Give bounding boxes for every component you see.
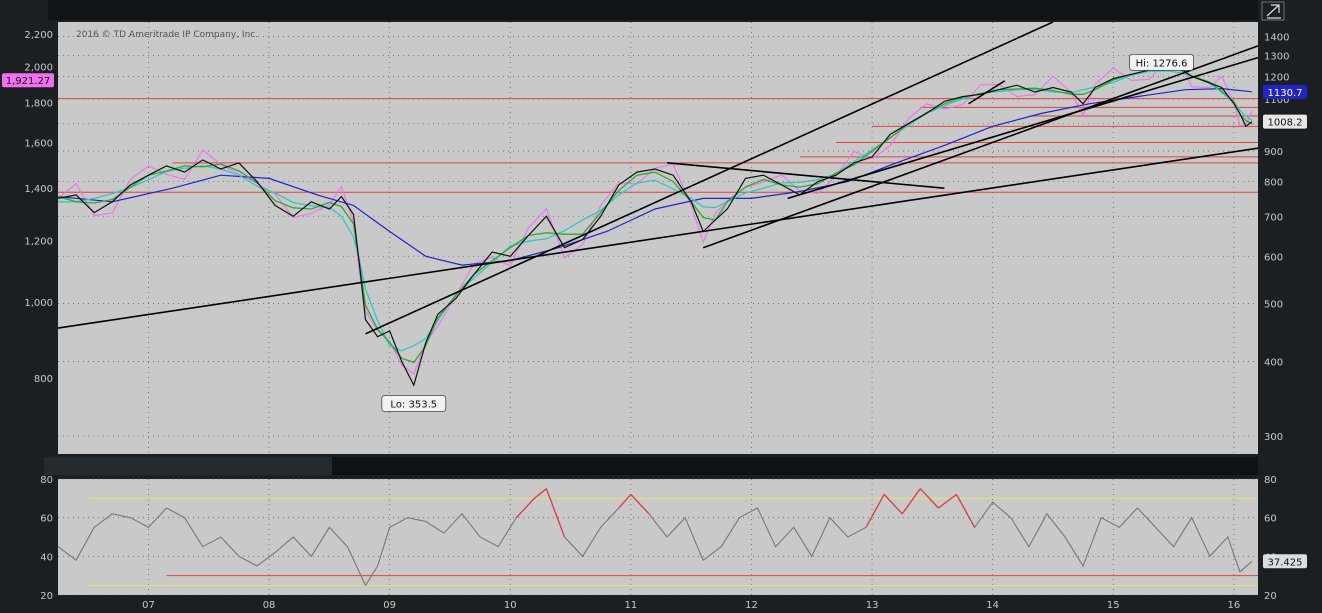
right-tick-1100: 1100 — [1264, 95, 1289, 106]
rsi-bands — [88, 497, 1258, 586]
rsi-overbought-segment-29 — [545, 488, 566, 538]
right-tick-600: 600 — [1264, 252, 1283, 263]
left-tick-1800: 1,800 — [24, 98, 53, 109]
price-grid — [58, 22, 1258, 454]
trend-line-4 — [666, 162, 945, 189]
rsi-line — [57, 487, 1253, 587]
left-tick-1400: 1,400 — [24, 184, 53, 195]
price-series-group — [57, 56, 1253, 387]
x-tick-16: 16 — [1228, 600, 1241, 611]
right-axis: 3004005006007008009001000110012001300140… — [1264, 32, 1289, 443]
ma-green-line — [57, 67, 1253, 364]
trend-line-1 — [365, 21, 1054, 335]
x-tick-15: 15 — [1107, 600, 1120, 611]
ma-cyan-line — [58, 70, 1253, 352]
price-badge-1: 1130.7 — [1268, 88, 1303, 99]
x-tick-10: 10 — [504, 600, 517, 611]
right-tick-400: 400 — [1264, 357, 1283, 368]
right-tick-1400: 1400 — [1264, 32, 1289, 43]
price-badge-0: 1,921.27 — [6, 76, 51, 87]
rsi-right-tick-20: 20 — [1264, 591, 1277, 602]
left-tick-2000: 2,000 — [24, 63, 53, 74]
left-axis: 800 1,000 1,200 1,400 1,600 1,800 2,000 2,200 — [24, 30, 53, 385]
rsi-right-tick-80: 80 — [1264, 475, 1277, 486]
rsi-overbought-segment-48 — [883, 494, 903, 515]
right-tick-500: 500 — [1264, 300, 1283, 311]
rsi-overbought-segment-27 — [515, 497, 535, 519]
price-badges: 1,921.27 1130.7 1008.2 — [2, 73, 1307, 129]
rsi-overbought-segment-50 — [919, 488, 939, 509]
comparison-series-line — [57, 56, 1253, 375]
badge-bg-2 — [1263, 114, 1307, 129]
left-tick-1600: 1,600 — [24, 138, 53, 149]
x-tick-09: 09 — [383, 600, 396, 611]
trend-line-0 — [57, 147, 1259, 329]
trend-line-3 — [787, 56, 1259, 200]
rsi-badge: 37.425 — [1268, 557, 1303, 568]
x-tick-12: 12 — [745, 600, 758, 611]
annotations: Hi: 1276.6 Lo: 353.5 — [381, 53, 1194, 412]
price-line — [57, 65, 1253, 387]
rsi-left-tick-40: 40 — [40, 552, 53, 563]
rsi-overbought-segment-33 — [618, 494, 632, 509]
right-tick-800: 800 — [1264, 178, 1283, 189]
toolbar-expand-icon[interactable] — [1261, 1, 1285, 21]
panel-separator — [332, 457, 1258, 475]
left-tick-1000: 1,000 — [24, 298, 53, 309]
x-tick-07: 07 — [142, 600, 155, 611]
rsi-right-tick-60: 60 — [1264, 514, 1277, 525]
x-tick-14: 14 — [986, 600, 999, 611]
left-tick-1200: 1,200 — [24, 236, 53, 247]
high-callout: Hi: 1276.6 — [1136, 58, 1188, 69]
trend-lines — [57, 21, 1259, 335]
rsi-overbought-segment-51 — [938, 493, 957, 509]
rsi-left-tick-60: 60 — [40, 514, 53, 525]
rsi-overbought-segment-34 — [630, 494, 650, 515]
rsi-badge-bg — [1263, 554, 1307, 569]
badge-bg-0 — [2, 73, 54, 88]
right-tick-1200: 1200 — [1264, 72, 1289, 83]
rsi-overbought-segment-52 — [955, 494, 976, 528]
right-tick-1300: 1300 — [1264, 52, 1289, 63]
price-badge-2: 1008.2 — [1268, 118, 1303, 129]
right-tick-700: 700 — [1264, 212, 1283, 223]
rsi-left-tick-20: 20 — [40, 591, 53, 602]
rsi-panel — [58, 479, 1258, 595]
x-tick-08: 08 — [263, 600, 276, 611]
rsi-grid — [58, 478, 1258, 596]
callout-box-1 — [381, 395, 447, 412]
left-tick-800: 800 — [34, 374, 53, 385]
rsi-series-group — [57, 487, 1253, 587]
right-tick-900: 900 — [1264, 147, 1283, 158]
top-toolbar — [48, 0, 1258, 20]
low-callout: Lo: 353.5 — [390, 400, 437, 411]
right-tick-300: 300 — [1264, 432, 1283, 443]
left-tick-2200: 2,200 — [24, 30, 53, 41]
trend-line-5 — [968, 80, 1006, 105]
panel-separator-tab[interactable] — [44, 457, 332, 475]
rsi-left-tick-80: 80 — [40, 475, 53, 486]
x-tick-11: 11 — [624, 600, 637, 611]
copyright: 2016 © TD Ameritrade IP Company, Inc. — [76, 30, 258, 40]
rsi-overbought-segment-49 — [901, 488, 921, 515]
badge-bg-1 — [1263, 84, 1307, 99]
rsi-badge-group: 37.425 — [1263, 554, 1307, 569]
rsi-overbought-segment-47 — [865, 494, 885, 528]
ma-blue-line — [57, 87, 1253, 266]
trend-line-2 — [702, 45, 1259, 249]
x-axis: 07 08 09 10 11 12 13 14 15 16 — [142, 600, 1240, 611]
rsi-overbought-segment-28 — [533, 488, 547, 499]
x-tick-13: 13 — [866, 600, 879, 611]
callout-box-0 — [1129, 53, 1194, 71]
